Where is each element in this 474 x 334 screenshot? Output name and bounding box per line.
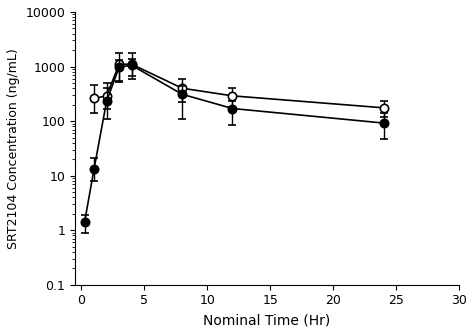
Y-axis label: SRT2104 Concentration (ng/mL): SRT2104 Concentration (ng/mL) (7, 48, 20, 249)
X-axis label: Nominal Time (Hr): Nominal Time (Hr) (203, 313, 331, 327)
